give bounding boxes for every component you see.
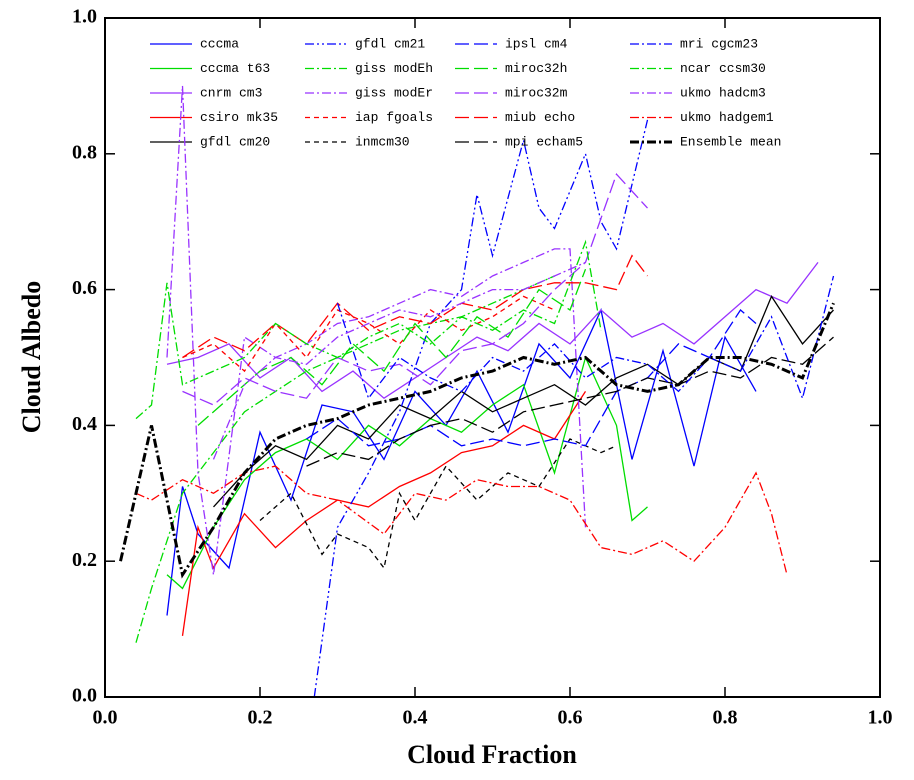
x-tick-label: 0.8 bbox=[713, 707, 738, 729]
y-tick-label: 0.8 bbox=[72, 141, 97, 163]
series-line bbox=[336, 275, 835, 401]
legend-label: csiro mk35 bbox=[200, 110, 278, 125]
plot-frame bbox=[104, 17, 881, 698]
legend-label: mri cgcm23 bbox=[680, 36, 758, 51]
x-tick-label: 0.4 bbox=[403, 707, 428, 729]
legend-label: ncar ccsm30 bbox=[680, 61, 766, 76]
legend-label: gfdl cm21 bbox=[355, 36, 425, 51]
x-tick-label: 0.0 bbox=[93, 707, 118, 729]
legend-label: inmcm30 bbox=[355, 134, 410, 149]
legend-label: giss modEr bbox=[355, 85, 433, 100]
series-line bbox=[306, 336, 834, 467]
legend-label: miub echo bbox=[505, 110, 575, 125]
legend-label: cccma t63 bbox=[200, 61, 270, 76]
legend-label: miroc32m bbox=[505, 85, 568, 100]
series-line bbox=[166, 355, 648, 590]
series-line bbox=[166, 85, 587, 575]
legend-label: iap fgoals bbox=[355, 110, 433, 125]
series-line bbox=[119, 302, 835, 579]
series-line bbox=[259, 438, 617, 570]
legend-label: cnrm cm3 bbox=[200, 85, 262, 100]
series-line bbox=[135, 275, 555, 643]
legend-label: mpi echam5 bbox=[505, 134, 583, 149]
series-line bbox=[182, 172, 648, 406]
legend-label: miroc32h bbox=[505, 61, 567, 76]
series-line bbox=[306, 309, 757, 447]
y-tick-label: 0.0 bbox=[72, 685, 97, 707]
series-line bbox=[181, 391, 587, 636]
y-tick-label: 0.2 bbox=[72, 549, 97, 571]
legend-label: giss modEh bbox=[355, 61, 433, 76]
y-axis-title: Cloud Albedo bbox=[17, 281, 46, 433]
series-line bbox=[213, 295, 834, 508]
legend-label: gfdl cm20 bbox=[200, 134, 270, 149]
x-tick-label: 0.2 bbox=[248, 707, 273, 729]
series-line bbox=[313, 119, 649, 698]
series-line bbox=[197, 268, 587, 426]
y-tick-label: 0.4 bbox=[72, 413, 97, 435]
legend-label: ipsl cm4 bbox=[505, 36, 568, 51]
series-line bbox=[135, 239, 602, 420]
legend-label: Ensemble mean bbox=[680, 134, 781, 149]
x-tick-label: 0.6 bbox=[558, 707, 583, 729]
legend-label: cccma bbox=[200, 36, 239, 51]
legend-label: ukmo hadgem1 bbox=[680, 110, 774, 125]
x-tick-label: 1.0 bbox=[868, 707, 893, 729]
y-tick-label: 0.6 bbox=[72, 277, 97, 299]
series-line bbox=[182, 295, 555, 373]
legend-label: ukmo hadcm3 bbox=[680, 85, 766, 100]
series-line bbox=[182, 254, 649, 359]
series-line bbox=[212, 261, 586, 460]
y-tick-label: 1.0 bbox=[72, 6, 97, 28]
x-axis-title: Cloud Fraction bbox=[407, 740, 577, 769]
